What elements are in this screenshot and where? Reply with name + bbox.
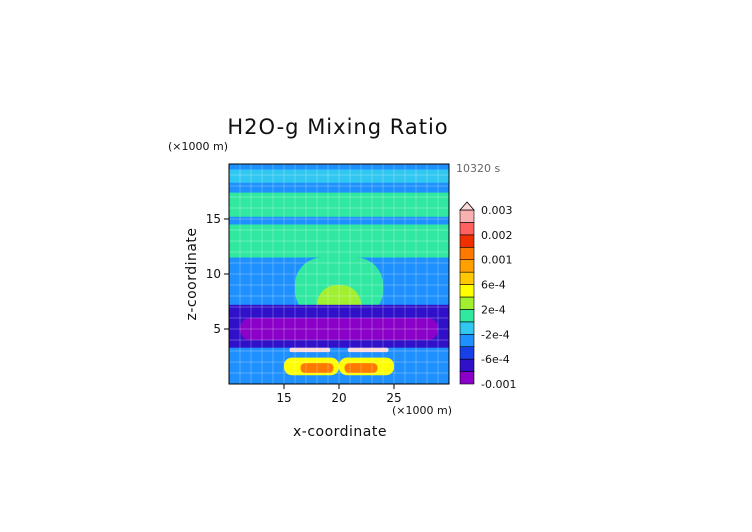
y-tick-label: 10 [206,267,221,281]
x-axis-label: x-coordinate [293,424,387,440]
colorbar-bin [459,309,475,323]
colorbar-bin [459,358,475,372]
chart-title: H2O-g Mixing Ratio [227,115,448,139]
y-tick-label: 15 [206,212,221,226]
region-warm-core-left [300,363,334,373]
colorbar-bin [459,246,475,261]
colorbar-bin [459,284,475,298]
colorbar-bin [459,234,475,248]
colorbar-bin [459,296,475,310]
time-label: 10320 s [456,162,500,175]
region-warm-core-right [344,363,378,373]
colorbar-label: -2e-4 [481,328,510,341]
x-tick-label: 15 [276,391,291,405]
region-dry-core [240,318,438,340]
y-axis-label: z-coordinate [184,227,200,320]
colorbar-bin [459,346,475,360]
y-axis-ticks: 5 10 15 [206,212,229,336]
contour-regions [229,164,449,384]
colorbar-label: 0.001 [481,254,513,267]
colorbar-bin [459,371,475,385]
colorbar-label: 2e-4 [481,303,506,316]
region-white-streak-left [289,347,331,353]
y-tick-label: 5 [213,322,221,336]
region-upper-band [229,192,449,217]
region-mid-band [229,224,449,258]
colorbar-bin [459,271,475,285]
plot-grid [229,164,449,384]
colorbar-bin [459,209,475,223]
colorbar-bin [459,333,475,348]
y-unit-label: (×1000 m) [168,140,228,153]
colorbar-label: -0.001 [481,378,516,391]
colorbar-bin [459,259,475,273]
colorbar-label: -6e-4 [481,353,510,366]
colorbar-bin [459,222,475,236]
colorbar-label: 6e-4 [481,279,506,292]
colorbar-over-arrow [459,201,475,211]
colorbar-label: 0.002 [481,229,513,242]
region-top-layer [229,169,449,183]
x-unit-label: (×1000 m) [392,404,452,417]
plot-area [229,164,449,384]
x-axis-ticks: 15 20 25 [276,384,402,405]
colorbar-label: 0.003 [481,204,513,217]
x-tick-label: 25 [386,391,401,405]
colorbar: 0.003 0.002 0.001 6e-4 2e-4 -2e-4 -6e-4 -0.001 [459,201,516,391]
region-white-streak-right [347,347,389,353]
x-tick-label: 20 [331,391,346,405]
colorbar-bin [459,321,475,335]
